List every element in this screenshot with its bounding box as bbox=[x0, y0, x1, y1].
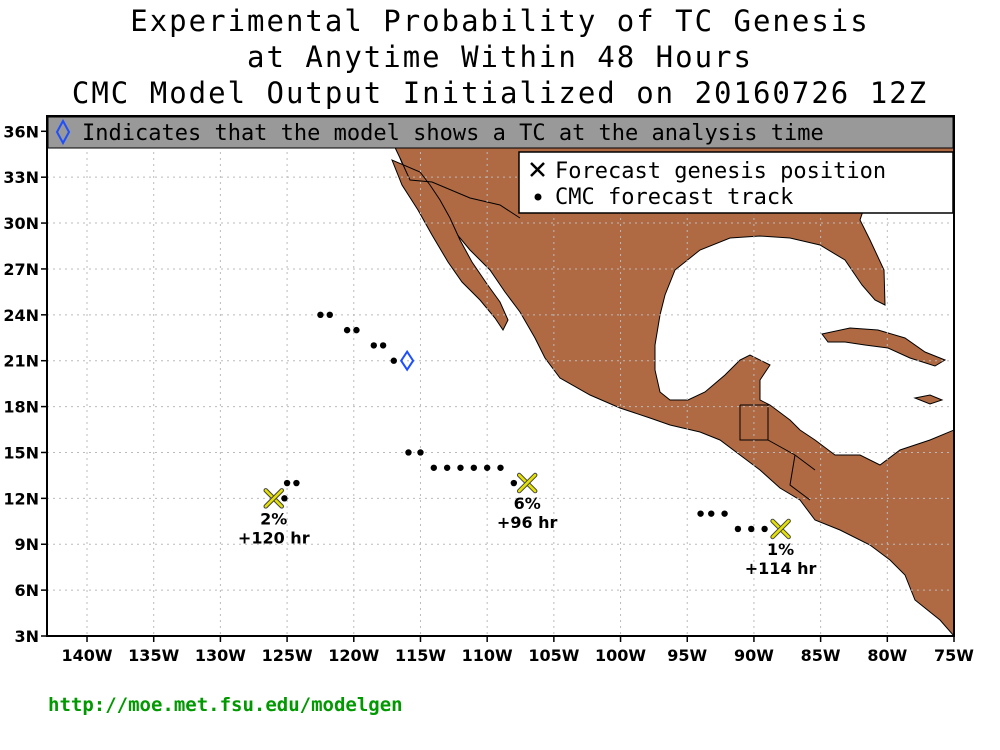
track-point bbox=[353, 326, 360, 334]
track-point bbox=[293, 479, 300, 487]
track-point bbox=[405, 449, 412, 456]
genesis-prob: 6% bbox=[514, 494, 541, 513]
lon-tick-label: 130W bbox=[195, 646, 246, 665]
lon-tick-label: 125W bbox=[262, 646, 313, 665]
land-layer bbox=[379, 116, 954, 636]
track-point bbox=[370, 342, 377, 349]
track-point bbox=[281, 495, 288, 502]
land-jamaica bbox=[913, 394, 944, 405]
land-cuba bbox=[821, 327, 947, 367]
track-point bbox=[734, 525, 742, 533]
title-line-2: at Anytime Within 48 Hours bbox=[247, 40, 753, 74]
banner-text: Indicates that the model shows a TC at t… bbox=[82, 121, 824, 146]
genesis-prob: 2% bbox=[260, 509, 287, 528]
track-point bbox=[497, 464, 504, 471]
lon-tick-label: 105W bbox=[528, 646, 579, 665]
axis-ticks: 140W 135W 130W 125W 120W 115W 110W 105W 100W 95W 9… bbox=[3, 122, 974, 665]
lon-tick-label: 110W bbox=[462, 646, 513, 665]
legend-track-label: CMC forecast track bbox=[555, 185, 793, 210]
lat-tick-label: 36N bbox=[3, 122, 39, 141]
lat-tick-label: 9N bbox=[14, 535, 39, 554]
track-point bbox=[283, 479, 291, 487]
lat-tick-label: 18N bbox=[3, 398, 39, 417]
track-point bbox=[417, 449, 424, 456]
title-line-3: CMC Model Output Initialized on 20160726… bbox=[71, 76, 929, 110]
analysis-tc bbox=[399, 349, 415, 372]
track-point bbox=[748, 525, 755, 533]
track-point bbox=[457, 464, 464, 471]
lat-tick-label: 33N bbox=[3, 168, 39, 187]
lon-tick-label: 135W bbox=[128, 646, 179, 665]
track-point bbox=[510, 479, 518, 487]
track-point bbox=[379, 342, 387, 349]
genesis-marker bbox=[263, 488, 284, 509]
lon-tick-label: 120W bbox=[328, 646, 379, 665]
track-point bbox=[343, 326, 351, 334]
track-point bbox=[721, 510, 728, 517]
genesis-hour: +96 hr bbox=[497, 513, 558, 532]
track-point bbox=[483, 464, 491, 471]
lon-tick-label: 100W bbox=[595, 646, 646, 665]
track-point bbox=[708, 510, 715, 517]
lon-tick-label: 140W bbox=[61, 646, 112, 665]
track-point bbox=[761, 525, 768, 533]
genesis-markers: 2%+120 hr 6%+96 hr 1%+114 hr bbox=[238, 472, 817, 578]
track-point bbox=[697, 510, 704, 517]
genesis-hour: +120 hr bbox=[238, 528, 310, 547]
lat-tick-label: 6N bbox=[14, 581, 39, 600]
lon-tick-label: 90W bbox=[734, 646, 774, 665]
genesis-marker bbox=[770, 518, 791, 540]
track-point bbox=[390, 357, 397, 364]
diamond-icon bbox=[399, 349, 415, 372]
plot-frame bbox=[46, 115, 955, 637]
diamond-icon bbox=[55, 118, 71, 146]
genesis-marker bbox=[516, 472, 538, 494]
lat-tick-label: 30N bbox=[3, 214, 39, 233]
lon-tick-label: 115W bbox=[395, 646, 446, 665]
land-baja bbox=[391, 159, 509, 331]
legend-genesis-label: Forecast genesis position bbox=[555, 159, 886, 184]
title-line-1: Experimental Probability of TC Genesis bbox=[130, 4, 870, 38]
banner: Indicates that the model shows a TC at t… bbox=[47, 116, 954, 149]
track-point bbox=[317, 311, 324, 319]
x-mark-icon bbox=[530, 162, 545, 177]
lon-tick-label: 75W bbox=[934, 646, 974, 665]
dot-icon bbox=[534, 193, 542, 201]
track-point bbox=[443, 464, 451, 471]
forecast-tracks bbox=[281, 311, 768, 533]
lat-tick-label: 3N bbox=[14, 627, 39, 646]
genesis-hour: +114 hr bbox=[745, 559, 817, 578]
lat-tick-label: 24N bbox=[3, 306, 39, 325]
lon-tick-label: 95W bbox=[667, 646, 707, 665]
genesis-prob: 1% bbox=[767, 540, 794, 559]
track-point bbox=[470, 464, 478, 471]
lat-tick-label: 27N bbox=[3, 260, 39, 279]
lat-tick-label: 15N bbox=[3, 443, 39, 462]
border-lines bbox=[399, 157, 816, 501]
legend: Forecast genesis position CMC forecast t… bbox=[518, 151, 954, 214]
lat-tick-label: 12N bbox=[3, 489, 39, 508]
lon-tick-label: 85W bbox=[801, 646, 841, 665]
footer-url[interactable]: http://moe.met.fsu.edu/modelgen bbox=[48, 694, 403, 716]
land-mainland bbox=[379, 116, 954, 636]
lon-tick-label: 80W bbox=[867, 646, 907, 665]
lat-tick-label: 21N bbox=[3, 352, 39, 371]
track-point bbox=[326, 311, 333, 319]
track-point bbox=[430, 464, 438, 471]
